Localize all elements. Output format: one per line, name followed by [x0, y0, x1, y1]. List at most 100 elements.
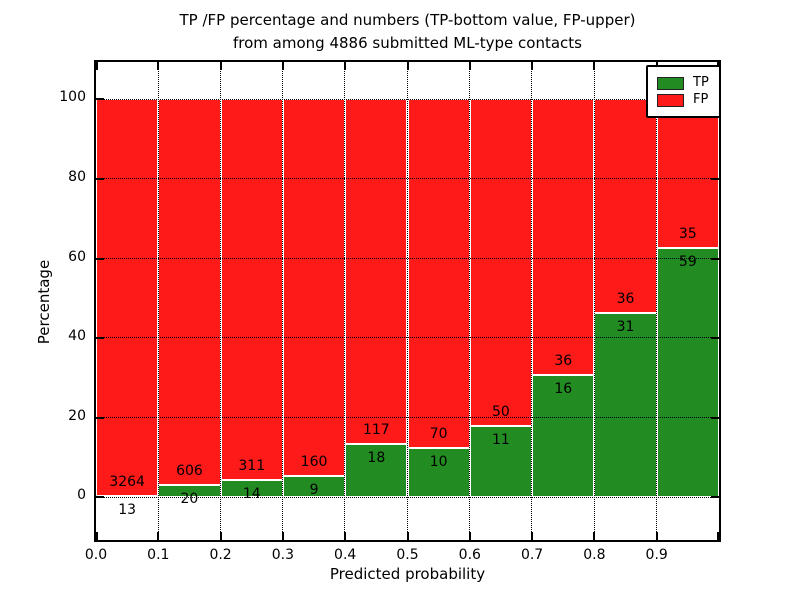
legend: TP FP [646, 65, 721, 118]
y-tick-label: 40 [68, 328, 86, 345]
tick-mark [711, 178, 719, 180]
tick-mark [96, 257, 104, 260]
fp-bar [469, 99, 533, 426]
tick-mark [593, 62, 596, 70]
tick-mark [96, 496, 104, 499]
plot-area: TP FP 3264 13 606 20 311 14 160 9 117 18 70 10 50 11 3… [59, 60, 721, 563]
gridline-y [96, 98, 719, 100]
gridline-y [96, 257, 719, 259]
x-axis-label: Predicted probability [329, 565, 486, 583]
x-tick-label: 0.1 [147, 547, 170, 563]
gridline-x [219, 62, 221, 540]
gridline-x [531, 62, 533, 540]
tp-bar [594, 313, 657, 498]
x-tick-label: 0.7 [520, 547, 544, 563]
gridline-y [96, 337, 719, 339]
fp-count-label: 606 [176, 462, 203, 479]
tick-mark [711, 496, 719, 499]
tick-mark [281, 62, 284, 70]
x-tick-label: 0.6 [458, 547, 481, 563]
tp-count-label: 31 [616, 319, 635, 336]
tick-mark [157, 532, 160, 540]
tick-mark [468, 62, 471, 70]
tick-mark [344, 532, 347, 540]
gridline-y [96, 417, 719, 419]
fp-count-label: 3264 [109, 473, 145, 490]
tick-mark [219, 532, 222, 540]
tick-mark [655, 532, 658, 540]
fp-bar [656, 99, 719, 248]
tp-count-label: 14 [242, 486, 261, 503]
tick-mark [96, 98, 104, 101]
fp-count-label: 50 [492, 403, 510, 420]
gridline-y [96, 178, 719, 180]
fp-bar [532, 99, 595, 375]
tick-mark [711, 257, 719, 260]
gridline-x [157, 62, 159, 540]
legend-item-fp: FP [657, 93, 709, 107]
fp-count-label: 160 [300, 454, 328, 471]
fp-count-label: 36 [554, 352, 573, 369]
tick-mark [406, 532, 409, 540]
tick-mark [219, 62, 222, 70]
tick-mark [531, 532, 534, 540]
x-tick-label: 0.3 [271, 547, 295, 563]
fp-bar [96, 99, 159, 496]
chart-title: TP /FP percentage and numbers (TP-bottom… [94, 9, 721, 55]
x-tick-label: 0.5 [396, 547, 419, 563]
tick-mark [96, 532, 98, 540]
gridline-x [655, 62, 657, 540]
fp-bar [594, 99, 657, 314]
tp-count-label: 18 [367, 450, 386, 467]
gridline-x [469, 62, 471, 540]
tp-count-label: 11 [492, 431, 510, 448]
fp-count-label: 36 [616, 291, 635, 308]
tp-count-label: 59 [678, 253, 697, 270]
fp-bar [282, 99, 346, 477]
x-tick-label: 0.0 [84, 547, 108, 563]
tick-mark [96, 62, 98, 70]
gridline-x [593, 62, 595, 540]
tick-mark [531, 62, 534, 70]
tp-count-label: 10 [429, 453, 448, 470]
x-tick-label: 0.8 [583, 547, 606, 563]
tp-legend-swatch [657, 76, 684, 90]
tp-count-label: 13 [118, 501, 137, 518]
tick-mark [344, 62, 347, 70]
gridline-x [406, 62, 408, 540]
tp-bar [656, 247, 719, 498]
fp-legend-label: FP [693, 92, 709, 107]
gridline-x [344, 62, 346, 540]
tick-mark [281, 532, 284, 540]
fp-legend-swatch [657, 93, 684, 107]
y-tick-label: 100 [59, 89, 86, 106]
y-tick-label: 80 [68, 169, 86, 185]
tick-mark [157, 62, 160, 70]
fp-count-label: 70 [429, 425, 448, 442]
tp-count-label: 20 [180, 490, 199, 507]
y-axis-label: Percentage [35, 259, 53, 345]
gridline-x [282, 62, 284, 540]
tp-count-label: 16 [554, 380, 573, 397]
y-tick-label: 60 [68, 248, 86, 265]
tick-mark [711, 337, 719, 340]
tp-legend-label: TP [693, 75, 709, 90]
fp-bar [407, 99, 470, 448]
chart-title-line1: TP /FP percentage and numbers (TP-bottom… [179, 11, 636, 29]
fp-count-label: 117 [362, 422, 390, 439]
tick-mark [717, 532, 719, 540]
x-tick-label: 0.9 [645, 547, 668, 563]
tick-mark [593, 532, 596, 540]
gridline-y [96, 496, 719, 498]
fp-bar [158, 99, 221, 485]
y-tick-label: 20 [68, 407, 86, 424]
tick-mark [96, 416, 104, 419]
fp-count-label: 35 [678, 225, 697, 242]
x-tick-label: 0.4 [334, 547, 357, 563]
fp-count-label: 311 [238, 458, 266, 475]
fp-bar [345, 99, 408, 445]
y-tick-label: 0 [77, 487, 86, 504]
tick-mark [96, 337, 104, 340]
tick-mark [468, 532, 471, 540]
x-tick-label: 0.2 [209, 547, 232, 563]
